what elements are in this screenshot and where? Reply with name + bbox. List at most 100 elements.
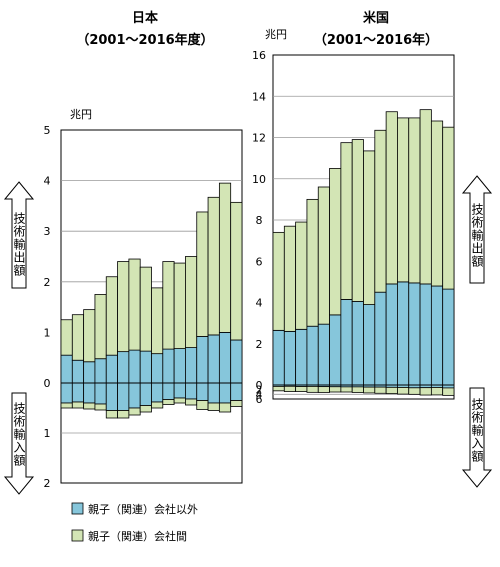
japan-export-bar-intra (105, 276, 118, 356)
us-tick-label: 6 (256, 393, 263, 406)
us-export-bar-non-intra (340, 299, 353, 386)
japan-export-bar-non-intra (207, 334, 220, 384)
us-export-bar-non-intra (430, 285, 444, 386)
japan-unit: 兆円 (70, 108, 92, 121)
us-tick-label: 8 (256, 214, 263, 227)
japan-export-bar-non-intra (139, 350, 152, 384)
japan-bars (60, 182, 243, 419)
us-import-bar-intra (317, 386, 330, 393)
japan-title: 日本 (132, 10, 158, 26)
japan-import-bar-intra (185, 398, 198, 406)
japan-import-bar-intra (230, 400, 243, 407)
us-import-arrow: 技術輸入額 (461, 387, 493, 488)
japan-export-bar-intra (60, 319, 73, 356)
japan-import-bar-non-intra (196, 382, 209, 401)
japan-import-bar-intra (117, 410, 130, 419)
us-import-bar-intra (363, 386, 376, 394)
japan-tick-label: 4 (44, 175, 51, 188)
us-import-bar-intra (351, 386, 364, 393)
us-import-bar-intra (295, 386, 308, 392)
japan-export-bar-intra (196, 211, 209, 337)
japan-export-bar-non-intra (151, 353, 164, 384)
us-export-bar-non-intra (363, 304, 376, 386)
us-export-bar-non-intra (419, 283, 432, 386)
us-import-bar-intra (272, 385, 285, 392)
us-tick-label: 2 (256, 384, 263, 397)
us-tick-label: 10 (252, 173, 266, 186)
japan-import-bar-intra (128, 407, 141, 416)
japan-subtitle: （2001～2016年度） (76, 32, 213, 48)
us-export-bar-intra (430, 120, 444, 287)
us-tick-label: 4 (256, 297, 263, 310)
us-export-bar-intra (408, 117, 421, 284)
japan-import-bar-non-intra (128, 382, 141, 409)
japan-import-bar-intra (207, 402, 220, 411)
us-import-bar-intra (374, 386, 387, 394)
japan-import-bar-non-intra (94, 382, 107, 405)
japan-export-arrow: 技術輸出額 (3, 181, 35, 289)
us-bars (272, 109, 455, 396)
japan-tick-label: 1 (44, 326, 51, 339)
japan-import-bar-non-intra (230, 382, 243, 401)
us-import-bar-intra (442, 387, 455, 396)
legend-swatch-intra (71, 529, 84, 542)
japan-export-bar-non-intra (83, 361, 96, 384)
us-tick-label: 2 (256, 338, 263, 351)
japan-export-bar-non-intra (185, 347, 198, 384)
us-export-bar-non-intra (397, 281, 410, 386)
japan-export-bar-intra (128, 258, 141, 351)
japan-import-bar-non-intra (173, 382, 186, 399)
japan-export-bar-intra (173, 262, 186, 349)
us-export-bar-intra (329, 168, 342, 316)
us-import-bar-intra (397, 387, 410, 395)
japan-tick-label: 2 (44, 276, 51, 289)
japan-export-bar-non-intra (105, 354, 118, 384)
japan-import-bar-intra (173, 397, 186, 404)
japan-export-bar-intra (83, 309, 96, 363)
japan-tick-label: 0 (44, 377, 51, 390)
japan-export-bar-non-intra (196, 336, 209, 384)
japan-import-bar-intra (94, 403, 107, 411)
japan-tick-label: 3 (44, 225, 51, 238)
us-export-bar-non-intra (329, 314, 342, 386)
japan-import-bar-intra (162, 399, 175, 405)
japan-import-bar-non-intra (105, 382, 118, 411)
us-export-bar-intra (283, 225, 297, 332)
japan-tick-label: 5 (44, 124, 51, 137)
japan-export-bar-intra (94, 294, 107, 360)
us-export-bar-non-intra (442, 288, 455, 386)
us-export-bar-intra (363, 150, 376, 305)
japan-import-bar-non-intra (60, 382, 73, 404)
us-export-bar-non-intra (408, 282, 421, 386)
us-import-bar-intra (419, 387, 432, 396)
us-import-bar-intra (329, 386, 342, 393)
us-export-bar-non-intra (306, 325, 319, 386)
japan-export-arrow-label: 技術輸出額 (12, 212, 26, 277)
us-import-bar-intra (385, 386, 398, 395)
japan-import-bar-non-intra (185, 382, 198, 400)
legend-label-non-intra: 親子（関連）会社以外 (88, 502, 198, 516)
japan-import-bar-non-intra (151, 382, 164, 403)
japan-export-bar-non-intra (71, 359, 85, 384)
japan-import-arrow: 技術輸入額 (3, 392, 35, 495)
japan-import-bar-non-intra (83, 382, 96, 404)
us-export-bar-intra (385, 111, 398, 285)
japan-import-bar-intra (60, 402, 73, 409)
us-import-bar-intra (283, 385, 297, 392)
us-tick-label: 0 (256, 379, 263, 392)
japan-export-bar-intra (185, 256, 198, 348)
us-export-bar-intra (397, 117, 410, 283)
us-export-bar-non-intra (283, 330, 297, 386)
us-import-bar-intra (340, 386, 353, 393)
legend: 親子（関連）会社以外 親子（関連）会社間 (71, 502, 198, 543)
us-export-bar-intra (295, 221, 308, 330)
japan-import-bar-intra (139, 405, 152, 413)
us-import-bar-intra (306, 385, 319, 393)
japan-export-bar-intra (230, 201, 243, 341)
legend-label-intra: 親子（関連）会社間 (88, 529, 187, 543)
us-export-bar-intra (340, 142, 353, 300)
japan-export-bar-non-intra (117, 351, 130, 384)
us-export-bar-intra (272, 231, 285, 331)
japan-tick-labels: 0 1 2 3 4 5 1 2 (44, 124, 51, 490)
us-tick-label: 6 (256, 255, 263, 268)
